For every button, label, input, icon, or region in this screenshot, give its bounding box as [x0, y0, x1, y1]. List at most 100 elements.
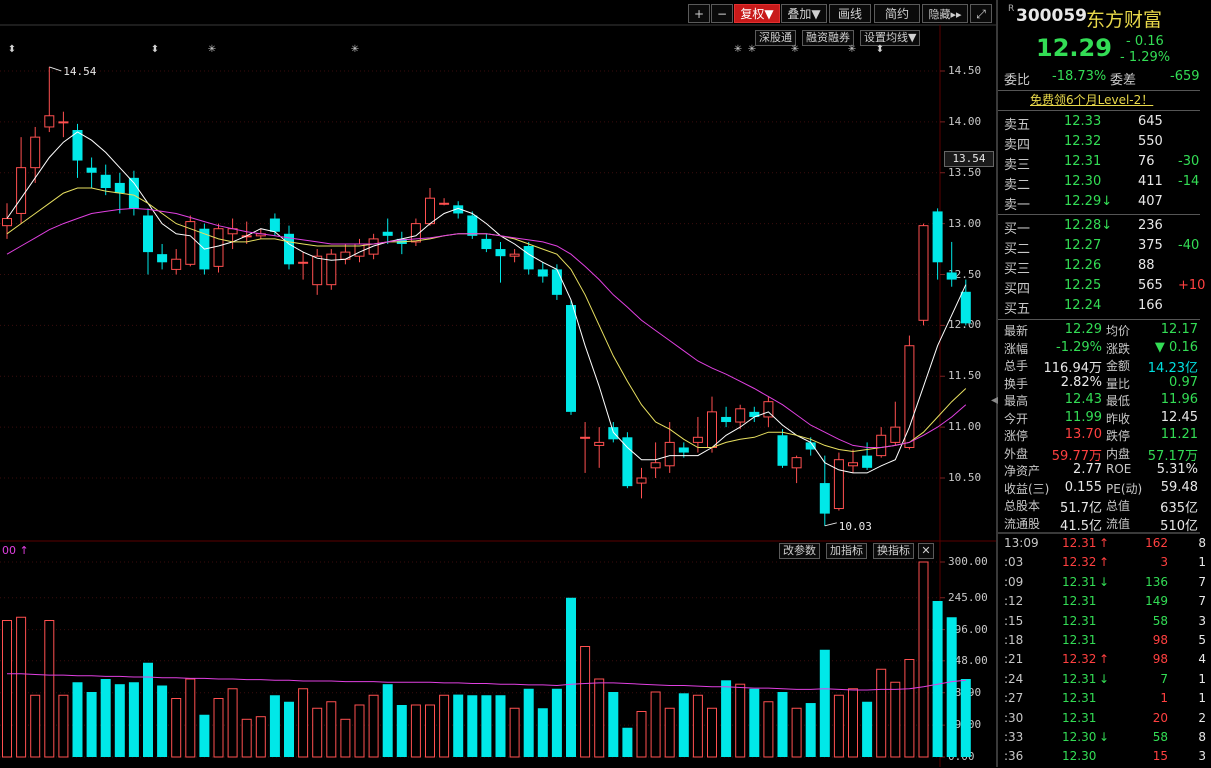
volume-bar-down	[537, 708, 548, 757]
buy-order-volume: 88	[1138, 258, 1155, 273]
buy-order-row[interactable]: 买一 12.28↓ 236	[1002, 218, 1198, 238]
candle-body-up	[298, 261, 309, 264]
candle-body-up	[692, 436, 703, 443]
sell-order-row[interactable]: 卖一 12.29↓ 407	[1002, 194, 1198, 214]
tick-count: 3	[1198, 749, 1206, 764]
stat-value: -1.29%	[1056, 339, 1102, 355]
stat-row: 涨幅 -1.29% 涨跌 ▼ 0.16	[1002, 340, 1198, 360]
stat-value: ▼ 0.16	[1154, 339, 1198, 355]
level2-promo-link[interactable]: 免费领6个月Level-2！	[1030, 93, 1154, 107]
event-marker-icon: ✳	[351, 44, 359, 55]
tick-time: :21	[1004, 652, 1024, 667]
tick-arrow: ↓	[1099, 730, 1110, 744]
stat-label: 收益(三)	[1004, 481, 1050, 496]
tick-volume: 15	[1152, 749, 1168, 764]
stat-value: 635亿	[1160, 501, 1198, 516]
buy-order-volume: 375	[1138, 238, 1163, 253]
buy-order-price: 12.24	[1064, 298, 1102, 313]
ma-setting-button[interactable]: 设置均线▼	[860, 30, 921, 46]
close-indicator-icon[interactable]: ✕	[918, 543, 934, 559]
volume-bar-down	[495, 695, 506, 757]
event-marker-icon: ✳	[848, 44, 856, 55]
sell-order-label: 卖四	[1004, 138, 1031, 153]
tick-volume: 98	[1152, 652, 1168, 667]
volume-bar-down	[566, 597, 576, 757]
candle-body-down	[100, 174, 111, 189]
overlay-button[interactable]: 叠加▼	[781, 4, 827, 23]
tick-row: :27 12.31 1 1	[1002, 691, 1211, 710]
buy-order-price: 12.25	[1064, 278, 1102, 293]
tick-count: 7	[1198, 574, 1206, 589]
divider	[998, 110, 1200, 111]
event-marker-icon: ✳	[748, 44, 756, 55]
buy-order-row[interactable]: 买五 12.24 166	[1002, 298, 1198, 318]
stat-row: 换手 2.82% 量比 0.97	[1002, 375, 1198, 395]
volume-ma-line	[7, 673, 966, 691]
low-marker-line	[824, 522, 837, 527]
tick-time: :09	[1004, 574, 1024, 589]
hide-panel-button[interactable]: 隐藏▸▸	[922, 4, 968, 23]
sell-order-row[interactable]: 卖二 12.30 411 -14	[1002, 174, 1199, 194]
sell-order-row[interactable]: 卖三 12.31 76 -30	[1002, 154, 1199, 174]
candle-body-up	[735, 408, 746, 423]
sell-order-price: 12.33	[1064, 114, 1102, 129]
panel-divider[interactable]	[996, 0, 998, 767]
volume-bar-up	[44, 620, 55, 758]
tick-price: 12.31	[1062, 691, 1097, 706]
sell-order-row[interactable]: 卖五 12.33 645	[1002, 114, 1198, 134]
tick-row: :24 12.31 ↓ 7 1	[1002, 672, 1211, 691]
stat-label: 量比	[1106, 376, 1131, 391]
candle-body-up	[918, 225, 929, 321]
stat-row: 净资产 2.77 ROE 5.31%	[1002, 462, 1198, 482]
candle-body-down	[481, 238, 492, 250]
volume-bar-down	[622, 727, 633, 757]
candle-body-up	[580, 436, 591, 439]
candle-body-up	[890, 426, 901, 443]
zoom-out-button[interactable]: −	[711, 4, 733, 23]
add-indicator-button[interactable]: 加指标	[826, 543, 867, 559]
margin-trading-button[interactable]: 融资融券	[802, 30, 854, 46]
stat-value: 41.5亿	[1060, 518, 1102, 534]
volume-tick-label: 245.00	[948, 590, 988, 604]
volume-bar-down	[382, 684, 393, 757]
volume-bar-up	[650, 691, 661, 758]
buy-order-row[interactable]: 买三 12.26 88	[1002, 258, 1198, 278]
buy-order-row[interactable]: 买二 12.27 375 -40	[1002, 238, 1199, 258]
simple-mode-button[interactable]: 简约	[874, 4, 920, 23]
volume-bar-up	[312, 707, 323, 758]
tick-price: 12.31	[1062, 613, 1097, 628]
candle-body-up	[439, 202, 450, 205]
tick-price: 12.31	[1062, 633, 1097, 647]
tick-volume: 136	[1145, 574, 1168, 589]
tick-volume: 149	[1145, 594, 1168, 609]
volume-bar-down	[114, 684, 125, 757]
weicha-label: 委差	[1110, 73, 1137, 88]
volume-bar-down	[157, 685, 168, 757]
kline-chart-area[interactable]: + − 复权▼ 叠加▼ 画线 简约 隐藏▸▸ ⤢ 深股通 融资融券 设置均线▼ …	[0, 0, 996, 767]
sell-order-row[interactable]: 卖四 12.32 550	[1002, 134, 1198, 154]
switch-indicator-button[interactable]: 换指标	[873, 543, 914, 559]
shengutong-button[interactable]: 深股通	[755, 30, 796, 46]
tick-price: 12.31	[1062, 594, 1097, 609]
tick-count: 7	[1198, 594, 1206, 609]
stat-row: 总手 116.94万 金额 14.23亿	[1002, 357, 1198, 377]
tick-count: 1	[1198, 555, 1206, 570]
stat-value: 510亿	[1160, 518, 1198, 534]
candle-body-down	[622, 437, 633, 487]
weicha-value: -659	[1170, 69, 1200, 84]
edit-params-button[interactable]: 改参数	[779, 543, 820, 559]
buy-order-row[interactable]: 买四 12.25 565 +10	[1002, 278, 1205, 298]
candle-body-down	[453, 205, 464, 214]
last-price: 12.29	[1036, 34, 1112, 62]
draw-line-button[interactable]: 画线	[829, 4, 871, 23]
candle-body-up	[833, 459, 844, 510]
tick-volume: 58	[1152, 730, 1168, 744]
fuquan-button[interactable]: 复权▼	[734, 4, 780, 23]
collapse-handle-icon[interactable]: ◀	[991, 395, 999, 406]
tick-row: 13:09 12.31 ↑ 162 8	[1002, 536, 1211, 555]
volume-bar-down	[608, 692, 619, 757]
expand-icon[interactable]: ⤢	[970, 4, 992, 23]
zoom-in-button[interactable]: +	[688, 4, 710, 23]
stat-row: 外盘 59.77万 内盘 57.17万	[1002, 445, 1198, 465]
candle-body-down	[862, 455, 873, 468]
